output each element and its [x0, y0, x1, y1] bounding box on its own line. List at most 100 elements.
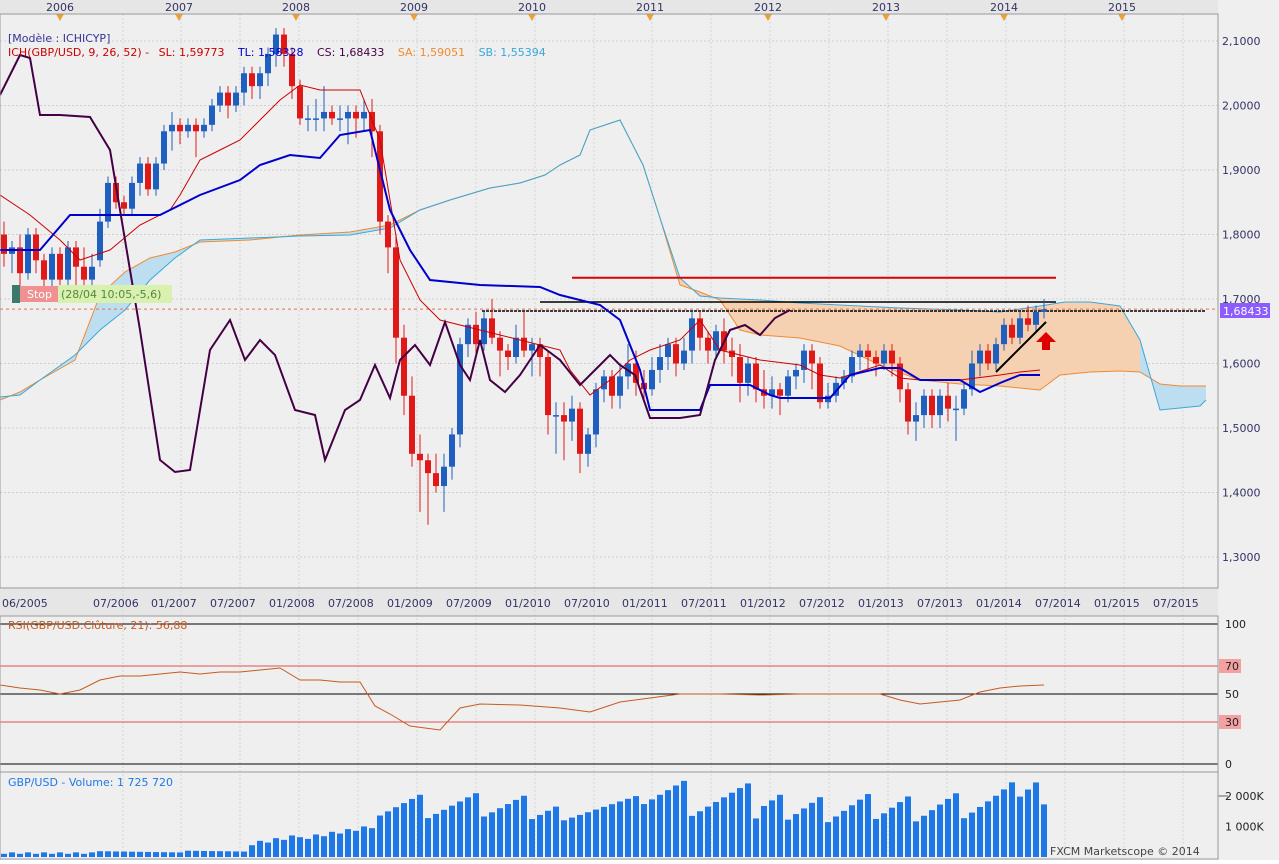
volume-bar: [329, 831, 335, 857]
year-label: 2008: [282, 1, 310, 14]
volume-bar: [73, 852, 79, 857]
kumo-bull-future: [1140, 340, 1206, 410]
candle-body: [857, 350, 863, 358]
volume-bar: [881, 813, 887, 857]
candle-body: [305, 118, 311, 120]
candle-body: [713, 331, 719, 351]
volume-bar: [529, 819, 535, 857]
volume-bar: [601, 806, 607, 857]
volume-bar: [833, 816, 839, 857]
volume-bar: [937, 804, 943, 857]
y-tick-label: 1,6000: [1222, 358, 1261, 371]
y-tick-label: 2,0000: [1222, 100, 1261, 113]
candle-body: [33, 234, 39, 261]
y-tick-label: 2,1000: [1222, 35, 1261, 48]
candle-body: [753, 363, 759, 390]
volume-bar: [481, 816, 487, 857]
volume-bar: [241, 851, 247, 857]
volume-bar: [913, 821, 919, 857]
candle-body: [65, 247, 71, 280]
x-tick-label: 01/2012: [740, 597, 786, 610]
volume-bar: [817, 797, 823, 857]
year-label: 2010: [518, 1, 546, 14]
grid-lines: [0, 14, 1218, 860]
candle-body: [897, 363, 903, 390]
volume-bar: [769, 800, 775, 857]
candle-body: [497, 337, 503, 351]
candle-body: [257, 73, 263, 87]
sb-value: SB: 1,55394: [479, 46, 546, 59]
candle-body: [817, 363, 823, 403]
volume-bar: [1009, 782, 1015, 857]
candle-body: [881, 350, 887, 364]
volume-bar: [313, 834, 319, 857]
x-tick-label: 01/2014: [976, 597, 1022, 610]
rsi-level-label: 70: [1225, 660, 1239, 673]
candle-body: [137, 163, 143, 183]
candle-body: [57, 253, 63, 280]
candle-body: [361, 111, 367, 119]
volume-bar: [169, 852, 175, 857]
candle-body: [169, 124, 175, 132]
year-marker-icon: [1000, 14, 1008, 21]
volume-bar: [377, 815, 383, 857]
candle-body: [1041, 309, 1047, 312]
model-label: [Modèle : ICHICYP]: [8, 32, 110, 45]
volume-bar: [393, 807, 399, 857]
candle-body: [449, 434, 455, 467]
year-marker-icon: [646, 14, 654, 21]
candle-body: [657, 357, 663, 370]
year-marker-icon: [528, 14, 536, 21]
volume-bar: [497, 808, 503, 857]
candle-body: [505, 350, 511, 358]
candle-body: [873, 357, 879, 364]
candle-body: [465, 324, 471, 345]
candle-body: [689, 318, 695, 351]
volume-bar: [473, 793, 479, 857]
year-marker-icon: [175, 14, 183, 21]
candle-body: [553, 415, 559, 417]
candle-body: [977, 350, 983, 364]
candle-body: [457, 344, 463, 435]
candle-body: [889, 350, 895, 364]
candle-body: [1017, 318, 1023, 338]
candle-body: [1001, 324, 1007, 345]
volume-bar: [361, 826, 367, 857]
senkou-b-line: [0, 119, 1207, 411]
volume-bar: [689, 815, 695, 857]
volume-bar: [681, 780, 687, 857]
volume-bar: [617, 801, 623, 857]
candle-body: [569, 408, 575, 422]
candle-body: [1033, 311, 1039, 325]
candle-body: [233, 92, 239, 106]
volume-tick-label: 1 000K: [1225, 821, 1264, 834]
candle-body: [777, 389, 783, 396]
x-tick-label: 01/2015: [1094, 597, 1140, 610]
volume-bar: [1001, 789, 1007, 857]
x-tick-label: 01/2008: [269, 597, 315, 610]
volume-label: GBP/USD - Volume: 1 725 720: [8, 776, 173, 789]
volume-bar: [745, 783, 751, 857]
candle-body: [633, 363, 639, 383]
x-tick-label: 01/2013: [858, 597, 904, 610]
candle-body: [225, 92, 231, 106]
volume-bar: [129, 851, 135, 857]
volume-bar: [233, 851, 239, 857]
volume-bar: [113, 851, 119, 857]
candle-body: [97, 221, 103, 261]
candle-body: [737, 357, 743, 383]
candle-body: [809, 350, 815, 364]
volume-bar: [449, 805, 455, 857]
volume-bar: [569, 817, 575, 857]
x-tick-label: 01/2010: [505, 597, 551, 610]
candle-body: [281, 34, 287, 54]
candle-body: [41, 260, 47, 280]
year-label: 2007: [165, 1, 193, 14]
volume-bar: [985, 801, 991, 857]
volume-bar: [321, 836, 327, 857]
volume-bar: [513, 799, 519, 857]
volume-bar: [777, 794, 783, 857]
volume-bar: [401, 803, 407, 857]
volume-bar: [489, 812, 495, 857]
stop-marker[interactable]: Stop (28/04 10:05,-5,6): [12, 285, 172, 303]
